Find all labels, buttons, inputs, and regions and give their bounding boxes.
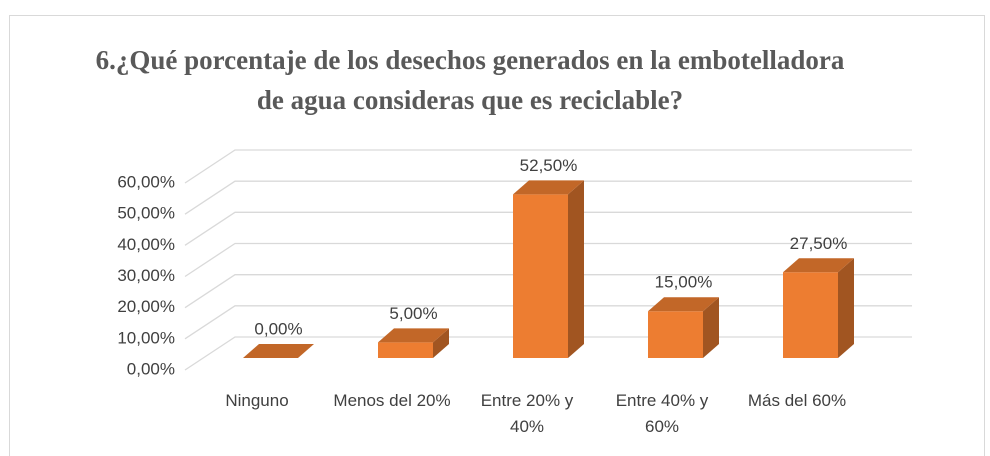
bar-front: [513, 194, 568, 358]
grid-line: [184, 211, 912, 246]
x-tick-label: Menos del 20%: [333, 391, 451, 410]
bar-side: [568, 180, 584, 358]
y-tick-label: 60,00%: [117, 172, 175, 191]
bar-front: [648, 311, 703, 358]
bar: [378, 328, 449, 358]
y-tick-label: 50,00%: [117, 204, 175, 223]
bar-top: [513, 180, 584, 195]
x-tick-label: Ninguno: [225, 391, 289, 410]
bar-side: [838, 258, 854, 358]
data-label: 52,50%: [520, 156, 578, 175]
bar: [648, 297, 719, 358]
data-label: 5,00%: [389, 304, 437, 323]
bar-top: [378, 328, 449, 343]
grid-line: [184, 180, 912, 215]
data-label: 0,00%: [254, 319, 302, 338]
grid-line: [184, 242, 912, 278]
bar-side: [703, 297, 719, 358]
y-tick-label: 40,00%: [117, 235, 175, 254]
bar-side: [433, 328, 449, 358]
x-tick-label: Entre 20% y 40%: [480, 391, 574, 436]
data-label: 15,00%: [655, 273, 713, 292]
bar-top: [243, 344, 314, 358]
y-tick-label: 20,00%: [117, 297, 175, 316]
chart-border: [9, 15, 985, 456]
bar-top: [783, 258, 854, 273]
grid-line: [184, 274, 912, 309]
bar-front: [783, 272, 838, 358]
x-tick-label: Entre 40% y 60%: [615, 391, 709, 436]
data-label: 27,50%: [790, 234, 848, 253]
x-tick-label: Más del 60%: [747, 391, 847, 410]
grid-line: [184, 149, 912, 184]
bar: [243, 344, 314, 358]
bar: [513, 180, 584, 358]
chart-title: 6.¿Qué porcentaje de los desechos genera…: [95, 45, 845, 115]
bar-top: [648, 297, 719, 312]
bar: [783, 258, 854, 358]
y-tick-label: 10,00%: [117, 328, 175, 347]
y-tick-label: 30,00%: [117, 266, 175, 285]
y-tick-label: 0,00%: [127, 359, 175, 378]
bar-front: [378, 342, 433, 358]
